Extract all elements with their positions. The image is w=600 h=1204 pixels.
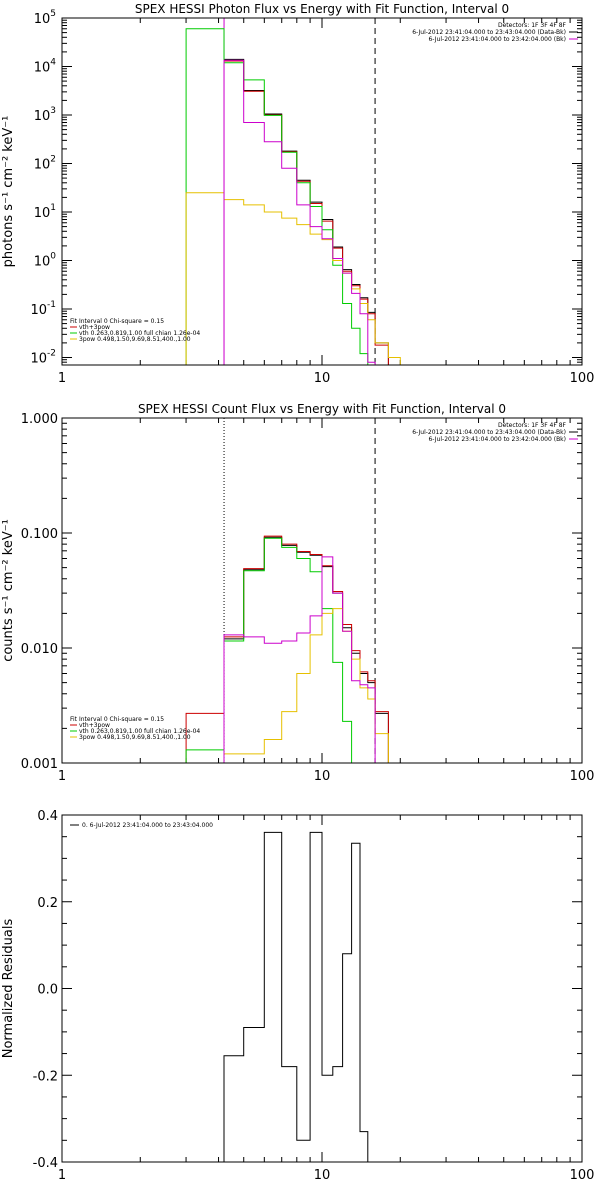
y-axis-label: Normalized Residuals — [1, 919, 16, 1059]
legend-entry: 6-Jul-2012 23:41:04.000 to 23:43:04.000 … — [412, 29, 566, 36]
plot-panel-2: SPEX HESSI Count Flux vs Energy with Fit… — [1, 402, 594, 784]
y-tick-label: 10-2 — [30, 348, 56, 366]
y-tick-label: 105 — [34, 9, 56, 27]
x-tick-label: 100 — [570, 371, 595, 386]
y-axis-label: counts s⁻¹ cm⁻² keV⁻¹ — [1, 519, 16, 662]
series-line-2 — [223, 60, 389, 365]
legend-entry: Fit Interval 0 Chi-square = 0.15 — [70, 318, 164, 325]
x-tick-label: 10 — [314, 769, 331, 784]
legend-entry: vth+3pow — [79, 324, 110, 331]
x-tick-label: 1 — [58, 1168, 66, 1183]
plot-panel-1: SPEX HESSI Photon Flux vs Energy with Fi… — [1, 2, 594, 386]
y-tick-label: 0.010 — [21, 642, 58, 657]
legend-entry: Fit Interval 0 Chi-square = 0.15 — [70, 716, 164, 723]
y-tick-base: 10 — [30, 351, 47, 366]
y-tick-exponent: 5 — [50, 9, 56, 19]
series-line-4 — [185, 192, 401, 365]
y-tick-label: 10-1 — [30, 300, 56, 318]
y-tick-exponent: -1 — [47, 300, 56, 310]
y-tick-label: 0.4 — [37, 809, 58, 824]
y-tick-base: 10 — [30, 303, 47, 318]
plot-frame — [61, 17, 583, 366]
legend-entry: 6-Jul-2012 23:41:04.000 to 23:42:04.000 … — [428, 36, 566, 43]
series-line-3 — [185, 537, 361, 763]
y-tick-exponent: 0 — [50, 251, 56, 261]
y-tick-label: -0.4 — [33, 1156, 58, 1171]
x-tick-label: 100 — [570, 769, 595, 784]
chart-title: SPEX HESSI Count Flux vs Energy with Fit… — [138, 402, 506, 416]
y-tick-label: 100 — [34, 251, 57, 269]
x-tick-label: 10 — [314, 371, 331, 386]
series-group — [223, 831, 369, 1162]
legend-entry: 6-Jul-2012 23:41:04.000 to 23:42:04.000 … — [428, 436, 566, 443]
y-axis-label: photons s⁻¹ cm⁻² keV⁻¹ — [1, 116, 16, 268]
x-tick-label: 1 — [58, 371, 66, 386]
y-tick-label: 0.2 — [37, 896, 58, 911]
y-tick-base: 10 — [34, 254, 51, 269]
legend-entry: Detectors: 1F 3F 4F 8F — [498, 22, 567, 29]
y-tick-base: 10 — [34, 109, 51, 124]
y-tick-label: 0.100 — [21, 527, 58, 542]
plot-frame — [61, 814, 583, 1163]
plot-frame — [61, 417, 583, 764]
y-tick-label: -0.2 — [33, 1069, 58, 1084]
y-tick-base: 10 — [34, 206, 51, 221]
y-tick-exponent: -2 — [47, 348, 56, 358]
y-tick-label: 0.0 — [37, 983, 58, 998]
x-tick-label: 10 — [314, 1168, 331, 1183]
legend-entry: vth 0.263,0.819,1.00 full chian 1.26e-04 — [79, 728, 200, 735]
series-line-5 — [223, 556, 389, 763]
y-tick-label: 101 — [34, 203, 56, 221]
y-tick-base: 10 — [34, 12, 51, 27]
y-tick-exponent: 2 — [50, 154, 56, 164]
legend-entry: vth 0.263,0.819,1.00 full chian 1.26e-04 — [79, 330, 200, 337]
series-line-3 — [185, 28, 376, 365]
x-tick-label: 100 — [570, 1168, 595, 1183]
chart-title: SPEX HESSI Photon Flux vs Energy with Fi… — [135, 2, 509, 16]
plot-panel-3: Normalized Residuals 1 10 100 -0.4 -0.2 0.0 0.2… — [1, 809, 594, 1183]
series-line-4 — [223, 608, 401, 763]
y-tick-base: 10 — [34, 157, 51, 172]
y-tick-label: 102 — [34, 154, 56, 172]
y-tick-exponent: 4 — [50, 57, 56, 67]
legend-entry: 0. 6-Jul-2012 23:41:04.000 to 23:43:04.0… — [82, 822, 213, 829]
legend-entry: vth+3pow — [79, 722, 110, 729]
legend-entry: 6-Jul-2012 23:41:04.000 to 23:43:04.000 … — [412, 429, 566, 436]
series-line-2 — [185, 535, 389, 763]
legend-entry: 3pow 0.498,1.50,9.69,8.51,400.,1.00 — [79, 734, 191, 741]
y-tick-base: 10 — [34, 60, 51, 75]
x-tick-label: 1 — [58, 769, 66, 784]
legend-entry: Detectors: 1F 3F 4F 8F — [498, 422, 567, 429]
series-line-1 — [223, 58, 389, 365]
y-tick-exponent: 1 — [50, 203, 56, 213]
y-tick-label: 103 — [34, 106, 56, 124]
y-tick-label: 104 — [34, 57, 57, 75]
series-line-1 — [223, 831, 369, 1162]
legend-entry: 3pow 0.498,1.50,9.69,8.51,400.,1.00 — [79, 336, 191, 343]
y-tick-label: 0.001 — [21, 757, 58, 772]
series-group — [185, 28, 401, 365]
series-line-1 — [223, 536, 389, 763]
series-line-5 — [223, 59, 389, 365]
series-group — [185, 535, 401, 763]
y-tick-label: 1.000 — [21, 412, 58, 427]
y-tick-exponent: 3 — [50, 106, 56, 116]
